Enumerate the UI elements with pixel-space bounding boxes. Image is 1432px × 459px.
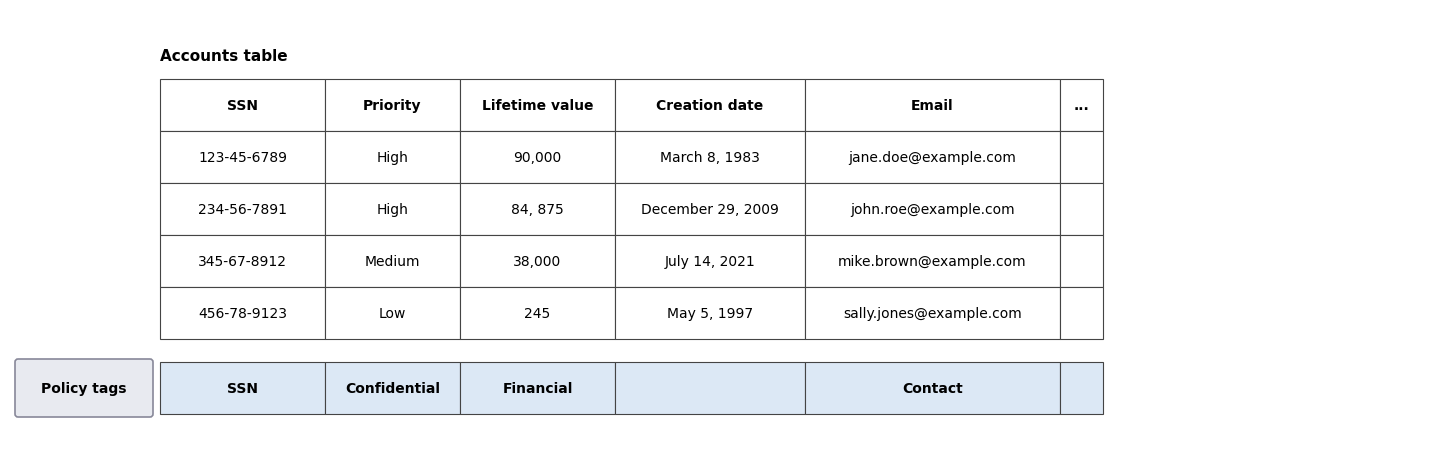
Bar xyxy=(460,80,614,132)
Text: 245: 245 xyxy=(524,306,551,320)
Bar xyxy=(1060,80,1103,132)
Bar xyxy=(805,80,1060,132)
Text: jane.doe@example.com: jane.doe@example.com xyxy=(849,151,1017,165)
Bar xyxy=(1060,132,1103,184)
Bar xyxy=(1060,235,1103,287)
Bar xyxy=(460,362,614,414)
Text: Priority: Priority xyxy=(364,99,422,113)
Text: March 8, 1983: March 8, 1983 xyxy=(660,151,760,165)
Text: 123-45-6789: 123-45-6789 xyxy=(198,151,286,165)
Bar xyxy=(460,132,614,184)
Bar xyxy=(1060,184,1103,235)
Bar xyxy=(614,235,805,287)
Text: mike.brown@example.com: mike.brown@example.com xyxy=(838,254,1027,269)
Text: December 29, 2009: December 29, 2009 xyxy=(642,202,779,217)
Bar xyxy=(325,235,460,287)
Text: High: High xyxy=(377,151,408,165)
Text: ...: ... xyxy=(1074,99,1090,113)
Text: May 5, 1997: May 5, 1997 xyxy=(667,306,753,320)
Bar xyxy=(160,132,325,184)
Bar xyxy=(160,235,325,287)
Bar xyxy=(614,287,805,339)
Bar xyxy=(614,80,805,132)
Bar xyxy=(805,184,1060,235)
Bar xyxy=(460,287,614,339)
Bar xyxy=(805,132,1060,184)
Text: 234-56-7891: 234-56-7891 xyxy=(198,202,286,217)
Text: Email: Email xyxy=(911,99,954,113)
Bar xyxy=(614,132,805,184)
Bar xyxy=(160,80,325,132)
Bar xyxy=(160,287,325,339)
Text: Financial: Financial xyxy=(503,381,573,395)
Bar xyxy=(160,184,325,235)
Bar xyxy=(460,184,614,235)
Text: SSN: SSN xyxy=(228,99,258,113)
Bar xyxy=(325,362,460,414)
Bar xyxy=(614,362,805,414)
Text: Lifetime value: Lifetime value xyxy=(481,99,593,113)
Text: Confidential: Confidential xyxy=(345,381,440,395)
Text: July 14, 2021: July 14, 2021 xyxy=(664,254,755,269)
Bar xyxy=(614,184,805,235)
Bar xyxy=(805,362,1060,414)
Bar xyxy=(805,235,1060,287)
Text: 84, 875: 84, 875 xyxy=(511,202,564,217)
Text: Contact: Contact xyxy=(902,381,962,395)
Text: 345-67-8912: 345-67-8912 xyxy=(198,254,286,269)
Bar xyxy=(1060,287,1103,339)
Text: High: High xyxy=(377,202,408,217)
Text: Medium: Medium xyxy=(365,254,420,269)
Text: Policy tags: Policy tags xyxy=(42,381,127,395)
Text: 90,000: 90,000 xyxy=(514,151,561,165)
Bar xyxy=(325,132,460,184)
Bar xyxy=(460,235,614,287)
Bar xyxy=(325,287,460,339)
Bar xyxy=(325,80,460,132)
Text: 38,000: 38,000 xyxy=(514,254,561,269)
Text: sally.jones@example.com: sally.jones@example.com xyxy=(843,306,1022,320)
Text: SSN: SSN xyxy=(228,381,258,395)
Text: 456-78-9123: 456-78-9123 xyxy=(198,306,286,320)
Bar xyxy=(1060,362,1103,414)
Text: Low: Low xyxy=(379,306,407,320)
FancyBboxPatch shape xyxy=(14,359,153,417)
Text: john.roe@example.com: john.roe@example.com xyxy=(851,202,1015,217)
Bar xyxy=(805,287,1060,339)
Text: Accounts table: Accounts table xyxy=(160,49,288,64)
Text: Creation date: Creation date xyxy=(656,99,763,113)
Bar xyxy=(325,184,460,235)
Bar xyxy=(160,362,325,414)
